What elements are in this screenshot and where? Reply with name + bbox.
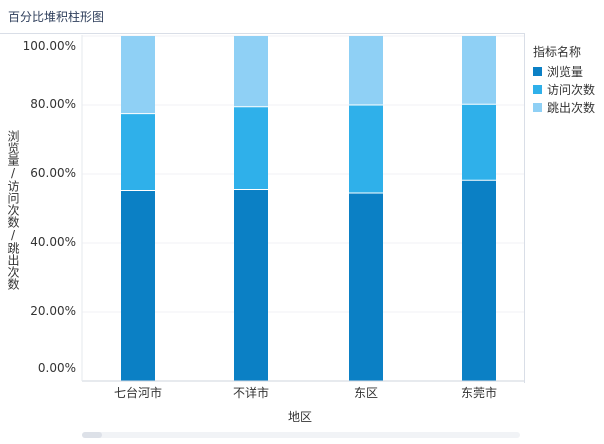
x-tick-qitaihe: 七台河市 <box>113 386 162 400</box>
bars <box>121 36 496 381</box>
y-axis-label: 浏览量/访问次数/跳出次数 <box>6 130 20 290</box>
bar-2-series-0[interactable] <box>349 192 383 381</box>
grid-lines <box>82 35 524 313</box>
y-tick-60: 60.00% <box>30 166 76 180</box>
bar-0-series-2[interactable] <box>121 36 155 114</box>
chart-panel <box>0 33 525 383</box>
y-tick-100: 100.00% <box>22 39 76 53</box>
legend-label-pageviews: 浏览量 <box>547 64 584 79</box>
bar-1-series-1[interactable] <box>234 106 268 190</box>
bar-3-series-2[interactable] <box>462 36 496 105</box>
y-tick-0: 0.00% <box>37 361 76 375</box>
legend-swatch-bounces <box>533 102 542 112</box>
scrollbar-thumb[interactable] <box>82 432 102 438</box>
bar-1-series-2[interactable] <box>234 36 268 107</box>
bar-2-series-2[interactable] <box>349 36 383 105</box>
legend-item-visits[interactable]: 访问次数 <box>533 82 596 97</box>
bar-0-series-0[interactable] <box>121 190 155 381</box>
bar-0-series-1[interactable] <box>121 113 155 191</box>
bar-3-series-1[interactable] <box>462 104 496 181</box>
bar-1-series-0[interactable] <box>234 189 268 381</box>
chart-title: 百分比堆积柱形图 <box>8 10 105 24</box>
x-tick-dongguan: 东莞市 <box>460 386 497 400</box>
legend-item-bounces[interactable]: 跳出次数 <box>533 100 596 115</box>
horizontal-scrollbar[interactable] <box>82 432 520 438</box>
legend-label-bounces: 跳出次数 <box>547 100 596 115</box>
y-tick-20: 20.00% <box>30 304 76 318</box>
legend-item-pageviews[interactable]: 浏览量 <box>533 64 584 79</box>
legend-swatch-pageviews <box>533 66 542 76</box>
bar-2-series-1[interactable] <box>349 105 383 193</box>
legend-label-visits: 访问次数 <box>547 82 596 97</box>
legend-swatch-visits <box>533 84 542 94</box>
x-axis-label: 地区 <box>287 410 312 424</box>
y-tick-80: 80.00% <box>30 97 76 111</box>
y-tick-40: 40.00% <box>30 235 76 249</box>
bar-3-series-0[interactable] <box>462 180 496 381</box>
x-tick-buxiang: 不详市 <box>232 386 269 400</box>
legend-title: 指标名称 <box>533 45 582 59</box>
x-tick-dongqu: 东区 <box>353 386 378 400</box>
